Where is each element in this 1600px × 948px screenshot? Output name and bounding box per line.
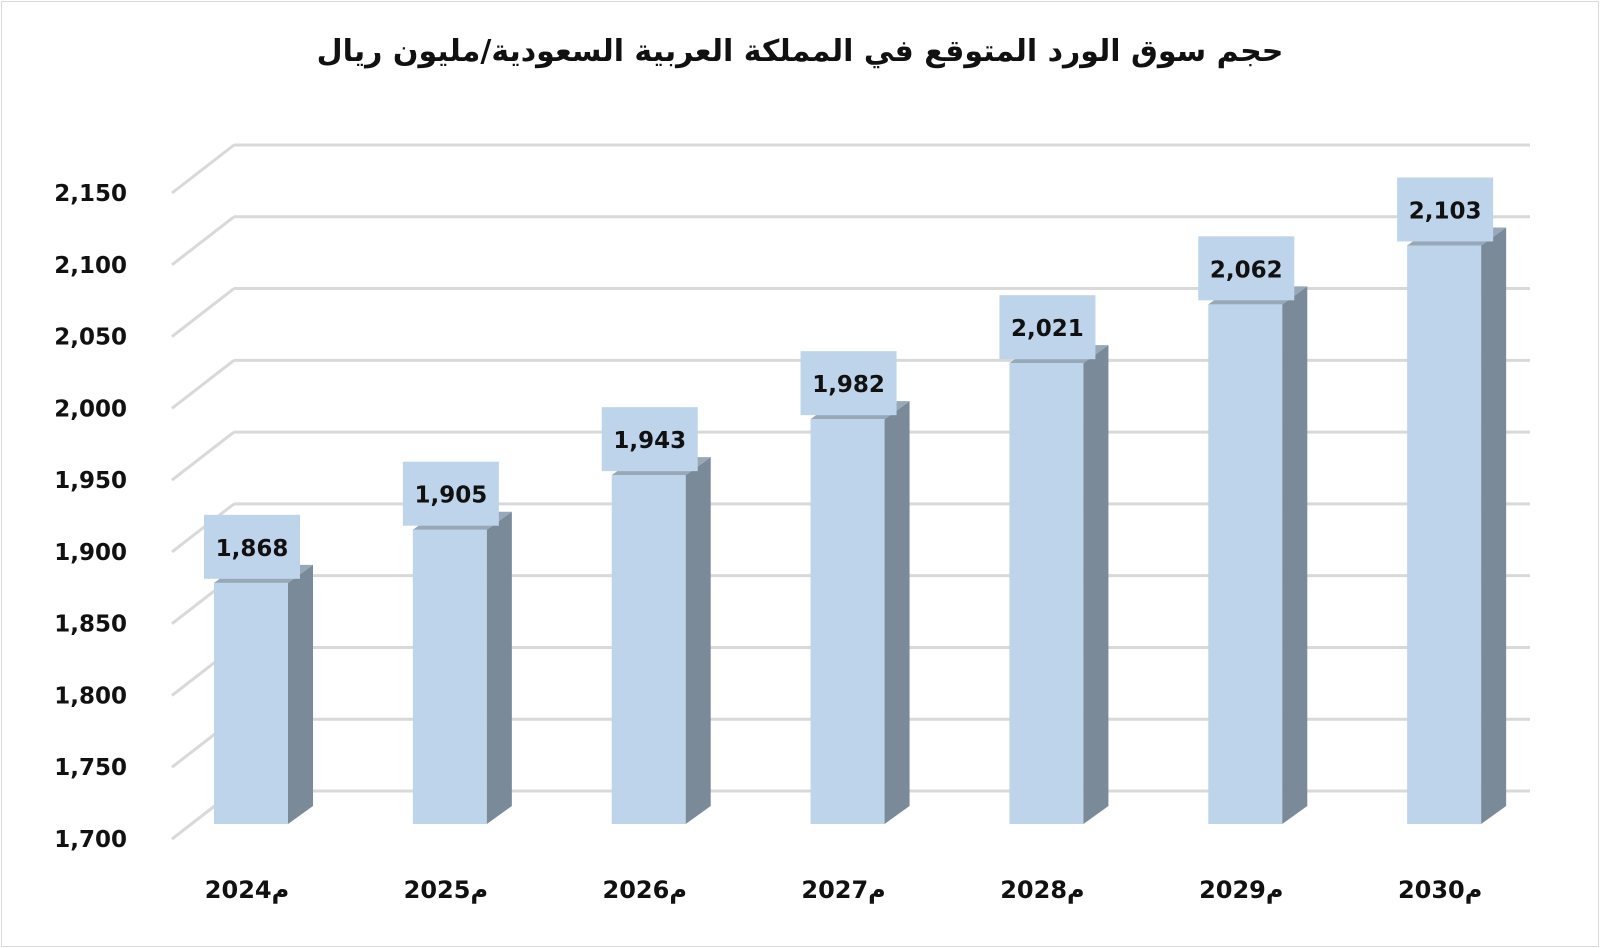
grid-line-diagonal bbox=[171, 287, 235, 338]
x-category-label: 2027م bbox=[801, 876, 885, 904]
bar-2030م: 2,103 bbox=[1397, 177, 1507, 824]
grid-line-diagonal bbox=[171, 502, 235, 554]
bars: 1,868 1,905 1,943 1,982 2,021 2,062 2,103 bbox=[204, 177, 1507, 825]
bar-side bbox=[288, 564, 313, 824]
grid-line-diagonal bbox=[171, 430, 235, 482]
bar-2029م: 2,062 bbox=[1198, 236, 1308, 825]
data-label: 1,905 bbox=[414, 483, 487, 509]
x-category-label: 2029م bbox=[1199, 876, 1283, 904]
data-label: 2,103 bbox=[1409, 198, 1482, 224]
data-label-box bbox=[601, 407, 698, 472]
bar-side bbox=[486, 511, 512, 824]
y-tick-label: 2,050 bbox=[54, 325, 127, 351]
y-tick-label: 2,100 bbox=[54, 253, 127, 279]
x-axis-categories: 2024م 2025م 2026م 2027م 2028م 2029م 2030م bbox=[205, 876, 1483, 904]
bar-front bbox=[214, 582, 288, 824]
y-tick-label: 1,750 bbox=[54, 755, 127, 781]
data-label-box bbox=[1397, 177, 1494, 242]
bar-2026م: 1,943 bbox=[601, 407, 711, 824]
bar-side bbox=[1083, 345, 1109, 824]
data-label-box bbox=[999, 295, 1096, 360]
data-label: 1,982 bbox=[812, 372, 885, 398]
x-category-label: 2024م bbox=[205, 876, 289, 904]
bar-front bbox=[1208, 304, 1283, 825]
y-tick-label: 1,900 bbox=[54, 540, 127, 566]
bar-side bbox=[1282, 286, 1308, 825]
grid-line-diagonal bbox=[171, 359, 235, 410]
data-label: 1,943 bbox=[613, 428, 686, 454]
bar-front bbox=[611, 475, 686, 824]
x-category-label: 2028م bbox=[1000, 876, 1084, 904]
grid-line-diagonal bbox=[171, 143, 235, 195]
bar-side bbox=[884, 401, 910, 824]
data-label: 1,868 bbox=[216, 536, 289, 562]
y-tick-label: 1,800 bbox=[54, 683, 127, 709]
data-label-box bbox=[204, 514, 300, 579]
data-label-box bbox=[1198, 236, 1295, 301]
x-category-label: 2030م bbox=[1398, 876, 1482, 904]
x-category-label: 2026م bbox=[603, 876, 687, 904]
bar-2028م: 2,021 bbox=[999, 295, 1109, 824]
chart-title: حجم سوق الورد المتوقع في المملكة العربية… bbox=[316, 34, 1284, 69]
bar-front bbox=[810, 419, 885, 824]
x-category-label: 2025م bbox=[404, 876, 488, 904]
y-tick-label: 2,150 bbox=[54, 181, 127, 207]
y-tick-label: 1,950 bbox=[54, 468, 127, 494]
data-label: 2,021 bbox=[1011, 316, 1084, 342]
data-label: 2,062 bbox=[1210, 257, 1283, 283]
bar-2024م: 1,868 bbox=[204, 514, 313, 824]
bar-side bbox=[1481, 227, 1507, 824]
bar-side bbox=[685, 457, 711, 824]
bar-2027م: 1,982 bbox=[800, 351, 910, 824]
data-label-box bbox=[402, 461, 499, 526]
data-label-box bbox=[800, 351, 897, 416]
grid-line-diagonal bbox=[171, 215, 235, 266]
y-tick-label: 1,850 bbox=[54, 612, 127, 638]
bar-2025م: 1,905 bbox=[402, 461, 512, 824]
y-axis-ticks: 1,700 1,750 1,800 1,850 1,900 1,950 2,000 2,050… bbox=[54, 181, 127, 853]
bar-front bbox=[1407, 245, 1482, 824]
bar-front bbox=[1009, 363, 1084, 824]
y-tick-label: 1,700 bbox=[54, 827, 127, 853]
y-tick-label: 2,000 bbox=[54, 396, 127, 422]
bar-front bbox=[412, 529, 487, 824]
